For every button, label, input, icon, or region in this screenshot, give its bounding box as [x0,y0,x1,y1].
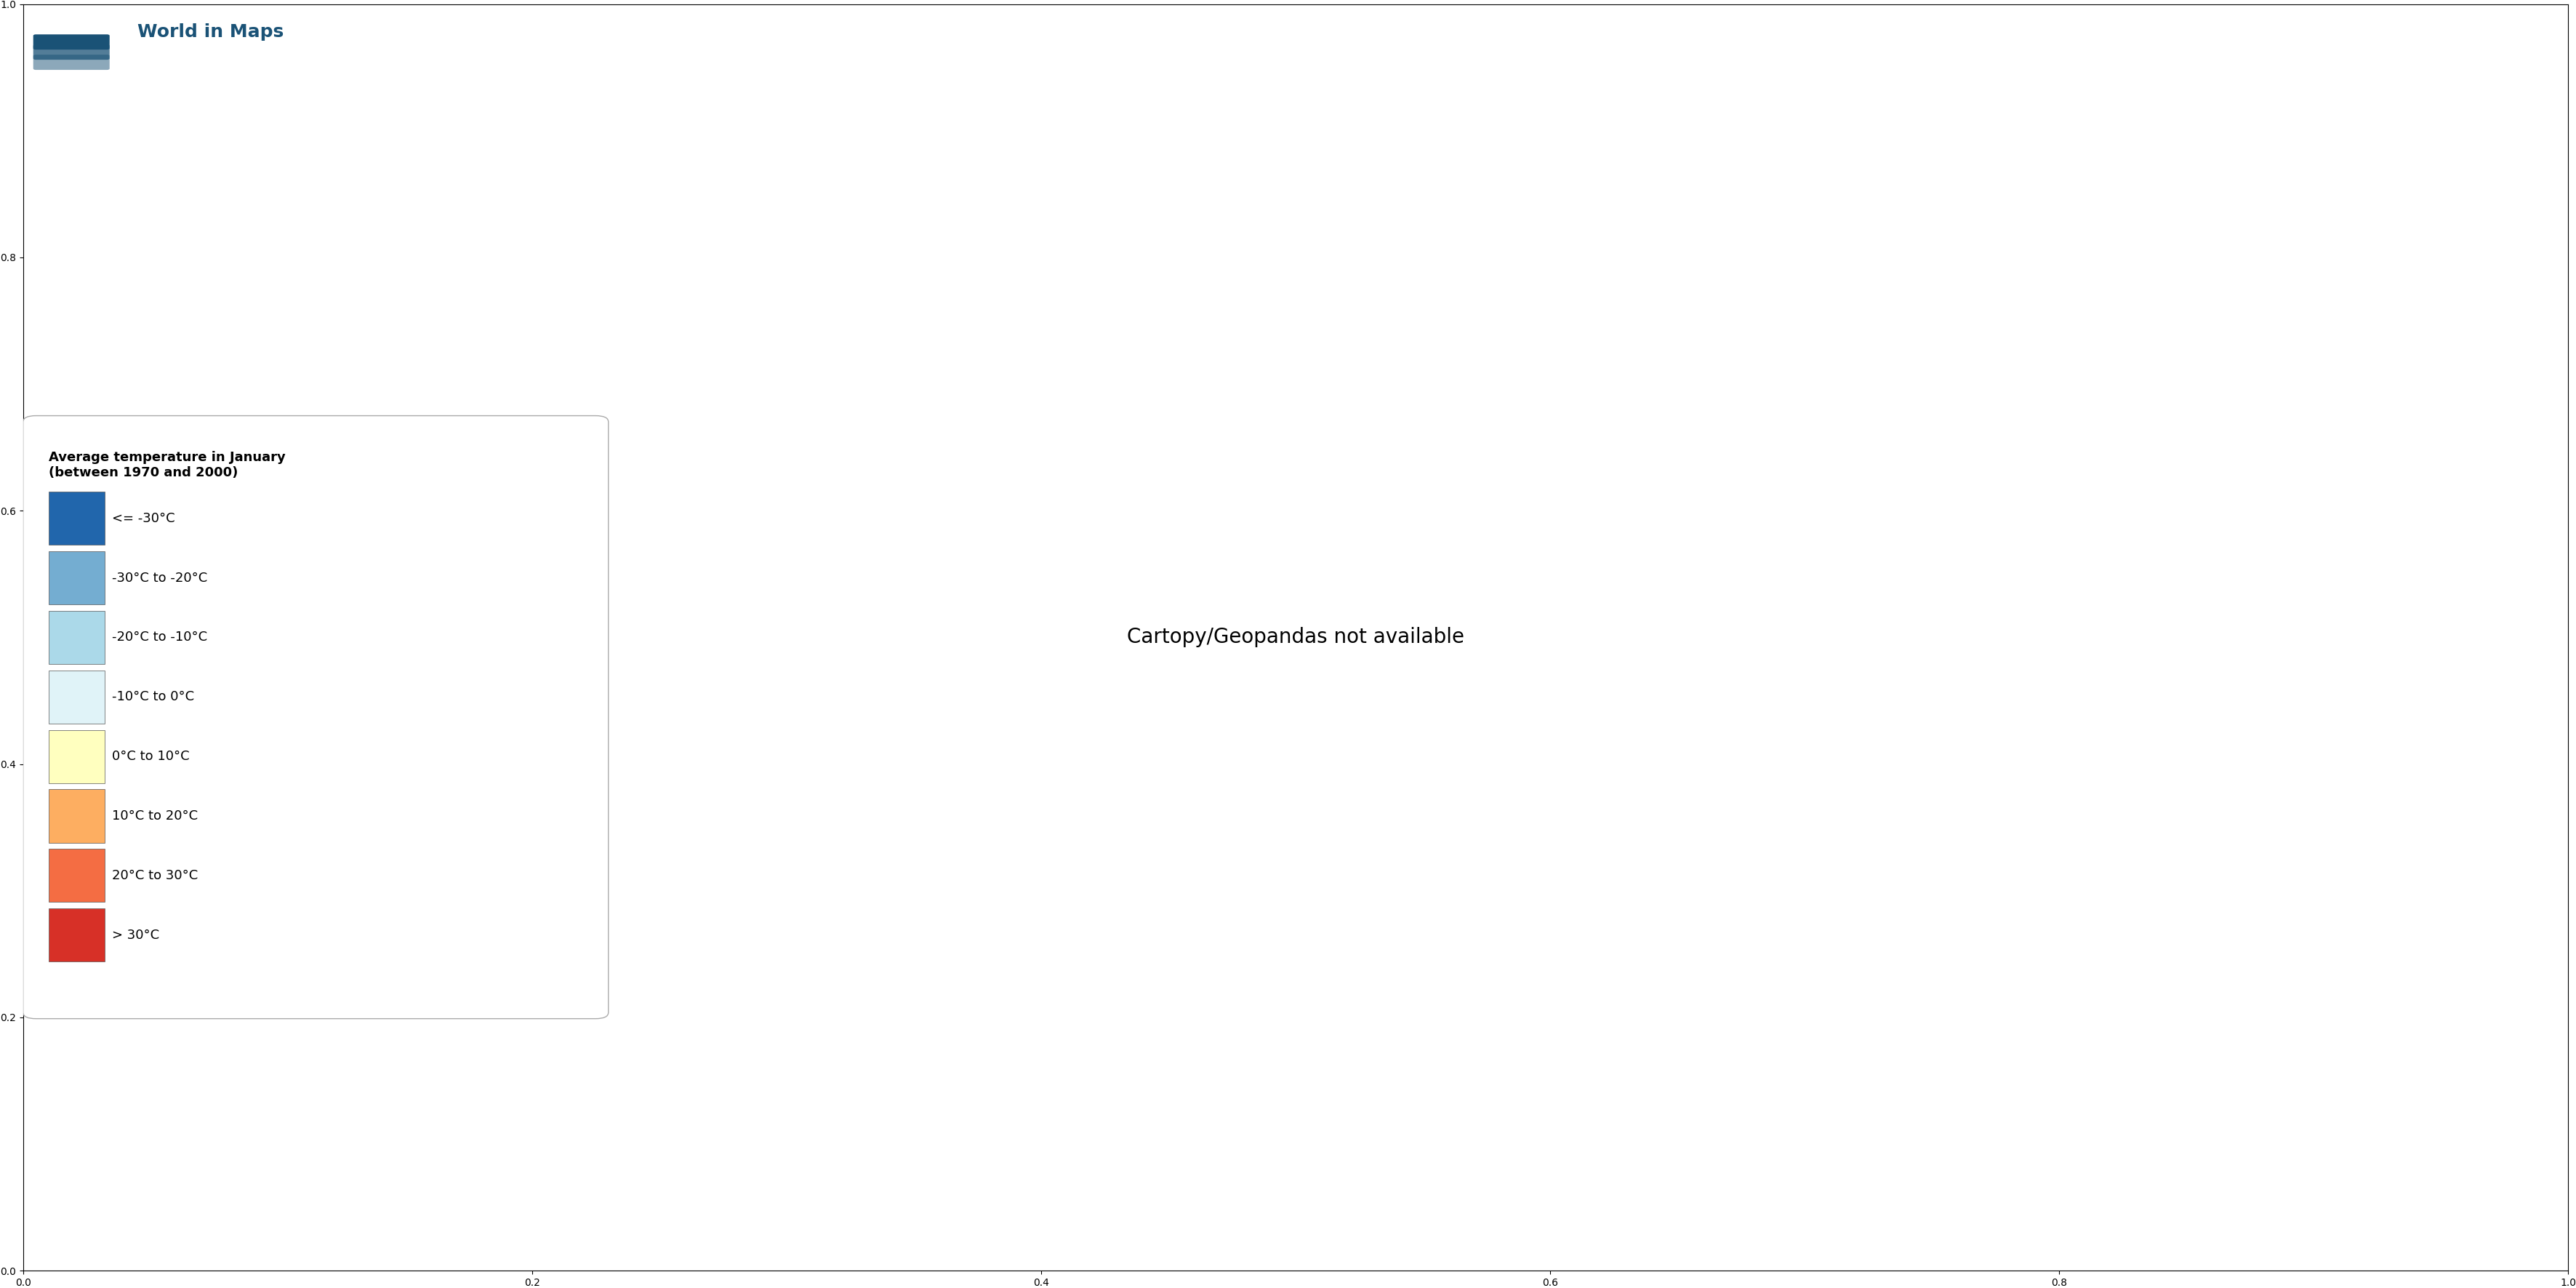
Bar [49,730,106,783]
Text: > 30°C: > 30°C [113,929,160,942]
Bar [49,492,106,545]
Text: World in Maps: World in Maps [137,23,283,40]
Text: 0°C to 10°C: 0°C to 10°C [113,750,191,762]
Text: -10°C to 0°C: -10°C to 0°C [113,690,193,703]
Bar [49,551,106,604]
Bar [49,849,106,902]
Text: Average temperature in January
(between 1970 and 2000): Average temperature in January (between … [49,451,286,479]
Text: Cartopy/Geopandas not available: Cartopy/Geopandas not available [1126,627,1463,648]
FancyBboxPatch shape [23,416,608,1019]
Text: -20°C to -10°C: -20°C to -10°C [113,631,209,644]
Text: -30°C to -20°C: -30°C to -20°C [113,572,209,585]
Bar [49,790,106,842]
Bar [49,670,106,724]
FancyBboxPatch shape [33,35,111,50]
Text: 20°C to 30°C: 20°C to 30°C [113,869,198,882]
Text: <= -30°C: <= -30°C [113,511,175,524]
FancyBboxPatch shape [33,54,111,70]
Bar [49,908,106,962]
Text: 10°C to 20°C: 10°C to 20°C [113,809,198,823]
FancyBboxPatch shape [33,45,111,59]
Bar [49,611,106,665]
